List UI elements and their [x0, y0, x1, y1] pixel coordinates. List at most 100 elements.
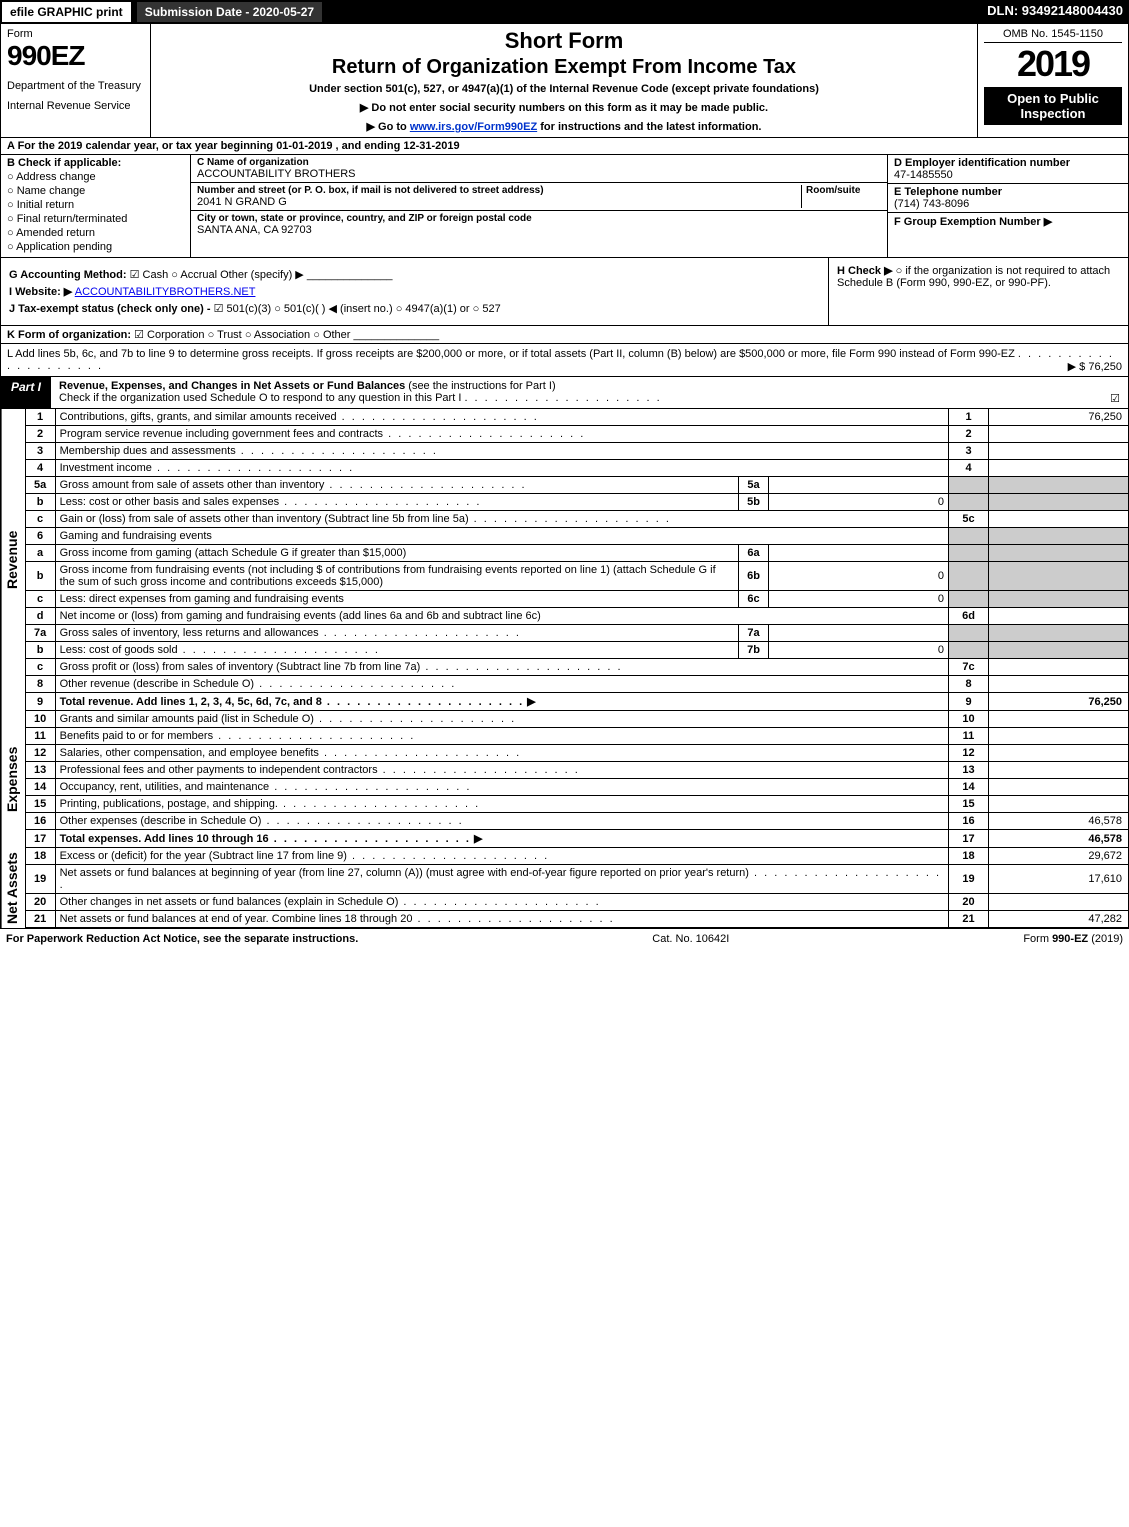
chk-address-change[interactable]: Address change [7, 171, 184, 183]
expenses-table: 10Grants and similar amounts paid (list … [25, 711, 1129, 848]
chk-501c3[interactable]: 501(c)(3) [214, 303, 272, 315]
table-row: 6Gaming and fundraising events [25, 528, 1128, 545]
col-b-checkboxes: B Check if applicable: Address change Na… [1, 155, 191, 257]
part1-checkbox[interactable]: ☑ [1110, 392, 1120, 405]
chk-corp[interactable]: Corporation [134, 329, 204, 341]
chk-h[interactable] [896, 265, 906, 277]
h-label: H Check ▶ [837, 265, 893, 277]
open-public-badge: Open to Public Inspection [984, 87, 1122, 125]
chk-amended-return[interactable]: Amended return [7, 227, 184, 239]
table-row: 17Total expenses. Add lines 10 through 1… [25, 830, 1128, 848]
room-label: Room/suite [806, 185, 881, 196]
ein-value: 47-1485550 [894, 169, 953, 181]
ssn-warning: ▶ Do not enter social security numbers o… [159, 101, 969, 114]
city-label: City or town, state or province, country… [197, 213, 881, 224]
table-row: cLess: direct expenses from gaming and f… [25, 591, 1128, 608]
short-form-title: Short Form [159, 28, 969, 54]
table-row: dNet income or (loss) from gaming and fu… [25, 608, 1128, 625]
line-l-amount: ▶ $ 76,250 [1068, 360, 1122, 373]
table-row: 13Professional fees and other payments t… [25, 762, 1128, 779]
entity-block: B Check if applicable: Address change Na… [0, 155, 1129, 258]
line-k: K Form of organization: Corporation Trus… [0, 326, 1129, 344]
chk-cash[interactable]: Cash [130, 269, 169, 281]
form-label: Form [7, 28, 144, 40]
chk-name-change[interactable]: Name change [7, 185, 184, 197]
part1-label: Part I [1, 377, 51, 408]
table-row: 21Net assets or fund balances at end of … [25, 911, 1128, 928]
chk-final-return[interactable]: Final return/terminated [7, 213, 184, 225]
chk-other-org[interactable]: Other [313, 329, 350, 341]
dln-label: DLN: 93492148004430 [981, 0, 1129, 24]
goto-line: ▶ Go to www.irs.gov/Form990EZ for instru… [159, 120, 969, 133]
chk-trust[interactable]: Trust [208, 329, 242, 341]
gij-left: G Accounting Method: Cash Accrual Other … [1, 258, 828, 325]
table-row: 20Other changes in net assets or fund ba… [25, 894, 1128, 911]
header-left: Form 990EZ Department of the Treasury In… [1, 24, 151, 137]
col-c-org-info: C Name of organization ACCOUNTABILITY BR… [191, 155, 888, 257]
netassets-vert-label: Net Assets [1, 848, 25, 928]
top-bar: efile GRAPHIC print Submission Date - 20… [0, 0, 1129, 24]
table-row: 9Total revenue. Add lines 1, 2, 3, 4, 5c… [25, 693, 1128, 711]
chk-accrual[interactable]: Accrual [171, 269, 217, 281]
line-i: I Website: ▶ ACCOUNTABILITYBROTHERS.NET [9, 285, 820, 298]
org-name-label: C Name of organization [197, 157, 881, 168]
page-footer: For Paperwork Reduction Act Notice, see … [0, 928, 1129, 949]
table-row: aGross income from gaming (attach Schedu… [25, 545, 1128, 562]
tel-label: E Telephone number [894, 186, 1002, 198]
line-l: L Add lines 5b, 6c, and 7b to line 9 to … [0, 344, 1129, 377]
footer-center: Cat. No. 10642I [652, 933, 729, 945]
header-right: OMB No. 1545-1150 2019 Open to Public In… [978, 24, 1128, 137]
part1-header: Part I Revenue, Expenses, and Changes in… [0, 377, 1129, 409]
group-exempt-label: F Group Exemption Number ▶ [894, 216, 1052, 228]
form-header: Form 990EZ Department of the Treasury In… [0, 24, 1129, 138]
table-row: bLess: cost or other basis and sales exp… [25, 494, 1128, 511]
efile-print-button[interactable]: efile GRAPHIC print [0, 0, 133, 24]
part1-title: Revenue, Expenses, and Changes in Net As… [51, 377, 1128, 408]
netassets-table: 18Excess or (deficit) for the year (Subt… [25, 848, 1129, 928]
table-row: 8Other revenue (describe in Schedule O)8 [25, 676, 1128, 693]
table-row: cGross profit or (loss) from sales of in… [25, 659, 1128, 676]
expenses-vert-label: Expenses [1, 711, 25, 848]
chk-initial-return[interactable]: Initial return [7, 199, 184, 211]
under-section: Under section 501(c), 527, or 4947(a)(1)… [159, 83, 969, 95]
header-center: Short Form Return of Organization Exempt… [151, 24, 978, 137]
table-row: 11Benefits paid to or for members11 [25, 728, 1128, 745]
website-link[interactable]: ACCOUNTABILITYBROTHERS.NET [75, 286, 256, 298]
table-row: cGain or (loss) from sale of assets othe… [25, 511, 1128, 528]
omb-number: OMB No. 1545-1150 [984, 28, 1122, 43]
col-b-title: B Check if applicable: [7, 157, 121, 169]
ein-label: D Employer identification number [894, 157, 1070, 169]
revenue-vert-label: Revenue [1, 409, 25, 711]
irs-label: Internal Revenue Service [7, 100, 144, 112]
chk-527[interactable]: 527 [473, 303, 501, 315]
table-row: 12Salaries, other compensation, and empl… [25, 745, 1128, 762]
chk-assoc[interactable]: Association [245, 329, 310, 341]
org-address: 2041 N GRAND G [197, 196, 801, 208]
g-other: Other (specify) ▶ [220, 269, 304, 281]
col-d-ids: D Employer identification number 47-1485… [888, 155, 1128, 257]
table-row: 3Membership dues and assessments3 [25, 443, 1128, 460]
footer-right: Form 990-EZ (2019) [1023, 933, 1123, 945]
revenue-section: Revenue 1Contributions, gifts, grants, a… [0, 409, 1129, 711]
table-row: 15Printing, publications, postage, and s… [25, 796, 1128, 813]
chk-application-pending[interactable]: Application pending [7, 241, 184, 253]
table-row: 7aGross sales of inventory, less returns… [25, 625, 1128, 642]
goto-link[interactable]: www.irs.gov/Form990EZ [410, 121, 537, 133]
chk-501c[interactable]: 501(c)( ) ◀ (insert no.) [274, 303, 392, 315]
goto-prefix: ▶ Go to [367, 121, 410, 133]
table-row: bGross income from fundraising events (n… [25, 562, 1128, 591]
line-g: G Accounting Method: Cash Accrual Other … [9, 268, 820, 281]
chk-4947[interactable]: 4947(a)(1) or [396, 303, 470, 315]
table-row: 16Other expenses (describe in Schedule O… [25, 813, 1128, 830]
expenses-section: Expenses 10Grants and similar amounts pa… [0, 711, 1129, 848]
table-row: 19Net assets or fund balances at beginni… [25, 865, 1128, 894]
tel-value: (714) 743-8096 [894, 198, 969, 210]
submission-date-button[interactable]: Submission Date - 2020-05-27 [135, 0, 324, 24]
goto-suffix: for instructions and the latest informat… [540, 121, 761, 133]
table-row: 14Occupancy, rent, utilities, and mainte… [25, 779, 1128, 796]
table-row: 5aGross amount from sale of assets other… [25, 477, 1128, 494]
netassets-section: Net Assets 18Excess or (deficit) for the… [0, 848, 1129, 928]
form-number: 990EZ [7, 40, 144, 72]
table-row: 18Excess or (deficit) for the year (Subt… [25, 848, 1128, 865]
h-right: H Check ▶ if the organization is not req… [828, 258, 1128, 325]
